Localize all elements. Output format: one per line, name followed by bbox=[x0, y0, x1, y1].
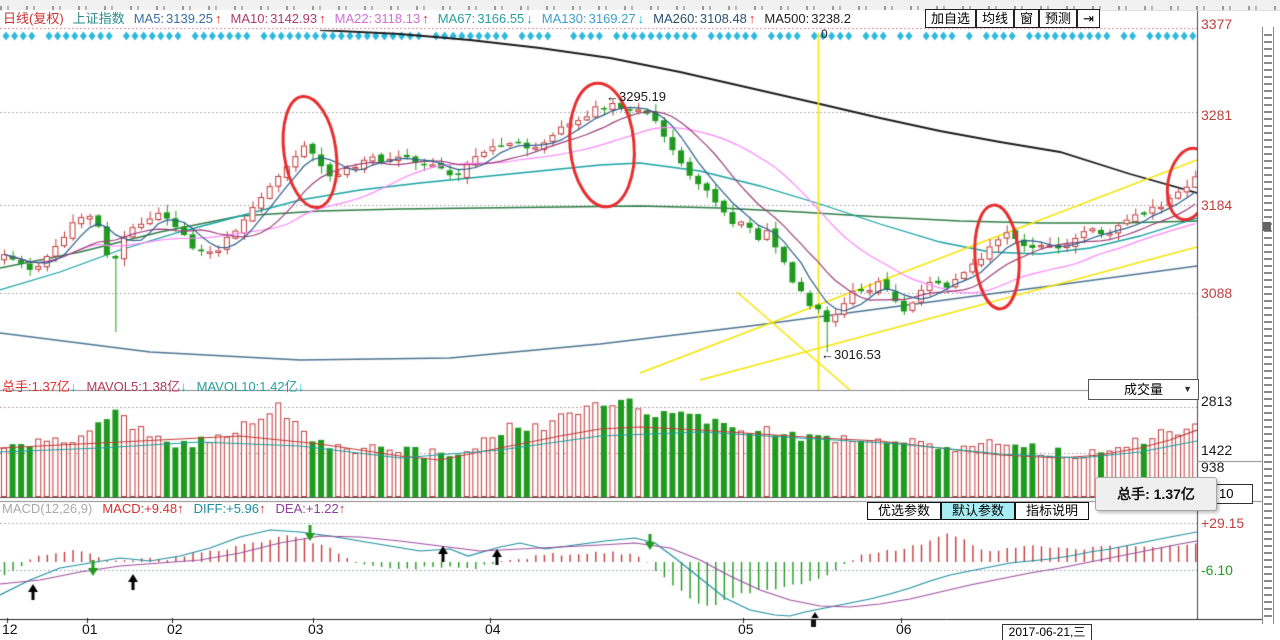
macd-pane-header: MACD(12,26,9) MACD:+9.48↑ DIFF:+5.96↑ DE… bbox=[2, 501, 345, 517]
price-axis-label-3088: 3088 bbox=[1201, 285, 1233, 301]
ma5-reading: MA5: 3139.25 ↑ bbox=[133, 11, 222, 26]
mavol5-reading: MAVOL5:1.38亿↓ bbox=[86, 379, 187, 394]
diff-reading: DIFF:+5.96↑ bbox=[193, 501, 266, 516]
ma10-reading: MA10: 3142.93 ↑ bbox=[230, 11, 326, 26]
macd-reading: MACD:+9.48↑ bbox=[102, 501, 184, 516]
indicator-name-label: MACD(12,26,9) bbox=[2, 501, 93, 516]
chart-header: 日线(复权) 上证指数 MA5: 3139.25 ↑ MA10: 3142.93 ↑ M… bbox=[3, 10, 923, 27]
current-date-label: 2017-06-21,三 bbox=[1002, 624, 1092, 640]
ma-settings-button[interactable]: 均线 bbox=[976, 9, 1015, 28]
ma22-reading: MA22: 3118.13 ↑ bbox=[334, 11, 429, 26]
symbol-label: 上证指数 bbox=[72, 11, 125, 26]
window-button[interactable]: 窗 bbox=[1014, 9, 1040, 28]
indicator-help-button[interactable]: 指标说明 bbox=[1015, 502, 1090, 520]
annotation-zero-label: 0 bbox=[821, 27, 828, 41]
ma260-reading: MA260: 3108.48 ↑ bbox=[653, 11, 756, 26]
price-axis-label-3377: 3377 bbox=[1201, 16, 1233, 32]
preferred-params-button[interactable]: 优选参数 bbox=[867, 502, 942, 520]
ma67-reading: MA67: 3166.55 ↓ bbox=[437, 11, 533, 26]
x-axis-tick-may: 05 bbox=[738, 621, 754, 637]
price-axis-label-3281: 3281 bbox=[1201, 107, 1233, 123]
x-axis-tick-dec: 12 bbox=[2, 621, 18, 637]
x-axis-tick-jan: 01 bbox=[82, 621, 98, 637]
ma500-reading: MA500: 3238.2 bbox=[764, 11, 851, 26]
macd-axis-label-neg: -6.10 bbox=[1201, 562, 1233, 578]
indicator-param-toolbar: 优选参数 默认参数 指标说明 bbox=[867, 502, 1090, 520]
annotation-peak-price: ←3295.19 bbox=[606, 89, 666, 104]
default-params-button[interactable]: 默认参数 bbox=[941, 502, 1016, 520]
right-scrollbar[interactable] bbox=[1262, 27, 1274, 624]
x-axis-tick-feb: 02 bbox=[167, 621, 183, 637]
x-axis-tick-apr: 04 bbox=[485, 621, 501, 637]
x-axis-tick-jun: 06 bbox=[896, 621, 912, 637]
x-axis-tick-mar: 03 bbox=[308, 621, 324, 637]
mavol10-reading: MAVOL10:1.42亿↓ bbox=[196, 379, 305, 394]
volume-axis-label-1422: 1422 bbox=[1201, 442, 1233, 458]
chevron-down-icon: ▼ bbox=[1183, 384, 1192, 394]
volume-pane-header: 总手:1.37亿↓ MAVOL5:1.38亿↓ MAVOL10:1.42亿↓ bbox=[2, 379, 304, 395]
add-watchlist-button[interactable]: 加自选 bbox=[925, 9, 977, 28]
ma130-reading: MA130: 3169.27 ↓ bbox=[541, 11, 645, 26]
collapse-panel-icon[interactable]: ⇥ bbox=[1077, 9, 1100, 28]
volume-axis-label-938: 938 bbox=[1201, 459, 1225, 475]
volume-reading: 总手:1.37亿↓ bbox=[2, 379, 77, 394]
price-axis-label-3184: 3184 bbox=[1201, 197, 1233, 213]
param-value-input[interactable]: 10 bbox=[1211, 484, 1253, 504]
period-label: 日线(复权) bbox=[3, 11, 64, 26]
volume-indicator-dropdown[interactable]: 成交量 ▼ bbox=[1088, 379, 1199, 400]
dropdown-selected-value: 成交量 bbox=[1123, 382, 1163, 397]
annotation-trough-price: ←3016.53 bbox=[821, 347, 881, 362]
dea-reading: DEA:+1.22↑ bbox=[275, 501, 346, 516]
macd-axis-label-pos: +29.15 bbox=[1201, 515, 1245, 531]
header-toolbar: 加自选 均线 窗 预测 ⇥ bbox=[925, 9, 1100, 28]
volume-tooltip: 总手: 1.37亿 bbox=[1095, 477, 1217, 511]
volume-axis-label-2813: 2813 bbox=[1201, 393, 1233, 409]
forecast-button[interactable]: 预测 bbox=[1039, 9, 1078, 28]
